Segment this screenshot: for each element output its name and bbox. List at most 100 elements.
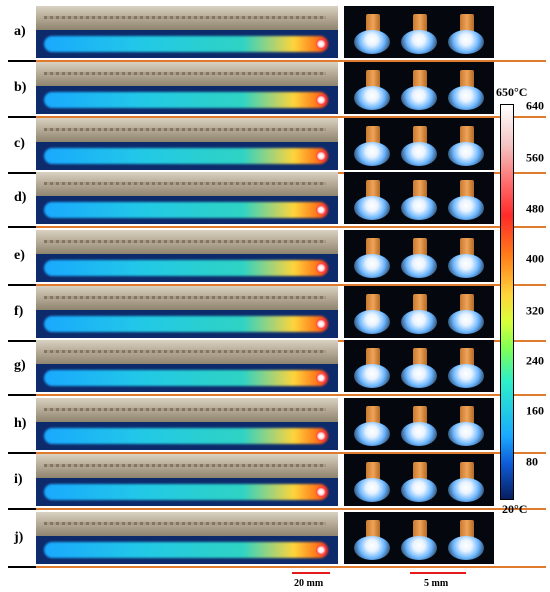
weld-seam: [44, 16, 326, 19]
arc-shot-2: [401, 348, 437, 388]
row-underline: [8, 452, 36, 454]
arc-glow: [354, 86, 390, 110]
row-separator: [36, 566, 546, 568]
row-label-5: e): [14, 248, 25, 263]
row-underline: [8, 566, 36, 568]
arc-glow: [354, 196, 390, 220]
arc-glow: [448, 196, 484, 220]
row-label-4: d): [14, 190, 27, 205]
arc-glow: [354, 422, 390, 446]
arc-glow: [448, 86, 484, 110]
specimen-panel: [36, 340, 338, 392]
colorbar-tick: 640: [526, 98, 544, 113]
arc-glow: [448, 142, 484, 166]
arc-shot-1: [354, 348, 390, 388]
weld-seam: [44, 240, 326, 243]
arc-photos-panel: [344, 6, 494, 58]
hotspot: [316, 151, 326, 161]
row-separator: [36, 284, 546, 286]
weld-photo: [36, 172, 338, 196]
arc-glow: [448, 30, 484, 54]
specimen-panel: [36, 512, 338, 564]
thermal-image: [36, 86, 338, 114]
weld-photo: [36, 398, 338, 422]
hotspot: [316, 487, 326, 497]
thermal-image: [36, 254, 338, 282]
arc-photos-panel: [344, 172, 494, 224]
specimen-panel: [36, 286, 338, 338]
arc-shot-3: [448, 180, 484, 220]
arc-shot-1: [354, 14, 390, 54]
weld-photo: [36, 454, 338, 478]
colorbar-tick: 560: [526, 150, 544, 165]
hotspot: [316, 205, 326, 215]
colorbar-tick: 400: [526, 251, 544, 266]
arc-glow: [448, 254, 484, 278]
arc-shot-1: [354, 406, 390, 446]
temperature-colorbar: [500, 104, 514, 500]
arc-photos-panel: [344, 340, 494, 392]
row-underline: [8, 508, 36, 510]
hotspot: [316, 431, 326, 441]
arc-shot-2: [401, 520, 437, 560]
thermal-image: [36, 422, 338, 450]
row-label-9: i): [14, 472, 23, 487]
row-underline: [8, 340, 36, 342]
weld-photo: [36, 286, 338, 310]
thermal-image: [36, 30, 338, 58]
row-label-2: b): [14, 80, 27, 95]
weld-seam: [44, 464, 326, 467]
arc-shot-1: [354, 462, 390, 502]
weld-seam: [44, 182, 326, 185]
arc-shot-3: [448, 238, 484, 278]
weld-photo: [36, 340, 338, 364]
row-separator: [36, 116, 546, 118]
arc-photos-panel: [344, 62, 494, 114]
hotspot: [316, 95, 326, 105]
thermal-image: [36, 536, 338, 564]
row-underline: [8, 226, 36, 228]
thermal-band: [44, 370, 328, 386]
row-label-10: j): [14, 530, 24, 545]
scale-bar-left: [292, 572, 330, 574]
thermal-image: [36, 364, 338, 392]
thermal-band: [44, 202, 328, 218]
scale-bar-right: [410, 572, 466, 574]
arc-glow: [401, 196, 437, 220]
weld-seam: [44, 350, 326, 353]
thermal-band: [44, 316, 328, 332]
arc-glow: [354, 478, 390, 502]
row-label-6: f): [14, 304, 24, 319]
thermal-image: [36, 310, 338, 338]
arc-photos-panel: [344, 454, 494, 506]
arc-glow: [401, 86, 437, 110]
arc-glow: [401, 30, 437, 54]
specimen-panel: [36, 118, 338, 170]
hotspot: [316, 319, 326, 329]
specimen-panel: [36, 6, 338, 58]
thermal-band: [44, 148, 328, 164]
row-underline: [8, 394, 36, 396]
thermal-band: [44, 484, 328, 500]
arc-photos-panel: [344, 286, 494, 338]
arc-glow: [354, 310, 390, 334]
colorbar-tick: 240: [526, 353, 544, 368]
weld-seam: [44, 128, 326, 131]
thermal-image: [36, 142, 338, 170]
arc-glow: [401, 254, 437, 278]
specimen-panel: [36, 398, 338, 450]
arc-shot-1: [354, 180, 390, 220]
arc-photos-panel: [344, 118, 494, 170]
arc-glow: [354, 254, 390, 278]
arc-shot-3: [448, 520, 484, 560]
arc-glow: [401, 422, 437, 446]
arc-shot-2: [401, 126, 437, 166]
arc-glow: [401, 478, 437, 502]
arc-photos-panel: [344, 398, 494, 450]
arc-shot-1: [354, 70, 390, 110]
weld-photo: [36, 230, 338, 254]
thermal-band: [44, 542, 328, 558]
thermal-band: [44, 92, 328, 108]
row-separator: [36, 226, 546, 228]
arc-shot-1: [354, 126, 390, 166]
